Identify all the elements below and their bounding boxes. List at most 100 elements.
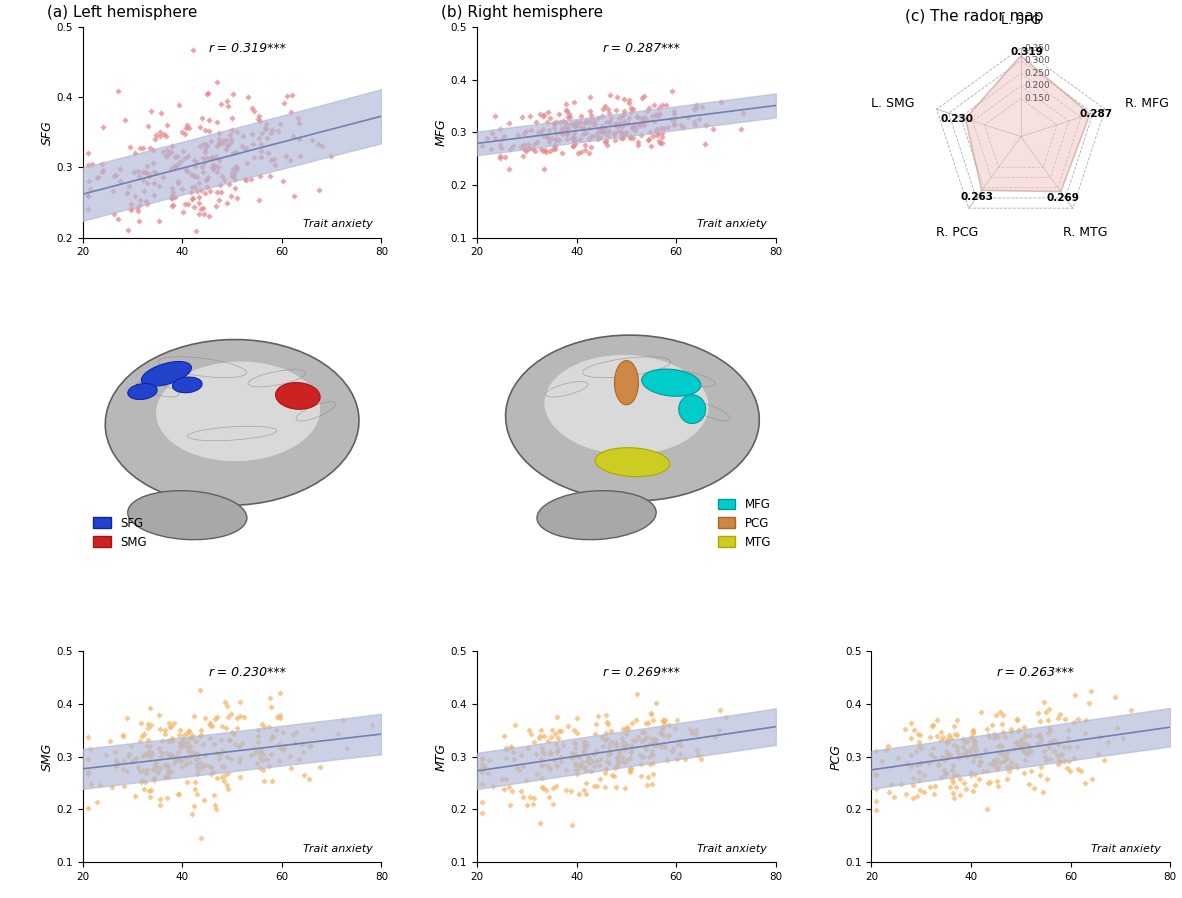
Point — [180, 724, 199, 738]
Point — [649, 109, 668, 123]
Point — [175, 737, 194, 752]
Point — [191, 183, 210, 198]
Point — [531, 107, 550, 121]
Point — [232, 736, 251, 751]
Point — [154, 127, 173, 141]
Point — [223, 162, 242, 176]
Point — [1038, 726, 1057, 740]
Point — [621, 762, 639, 776]
Point — [1048, 757, 1067, 771]
Point — [565, 723, 584, 737]
Point — [539, 759, 558, 773]
Point — [943, 758, 962, 772]
Point — [278, 89, 297, 103]
Point — [605, 769, 624, 783]
Point — [651, 121, 670, 136]
Point — [202, 760, 221, 774]
Ellipse shape — [275, 383, 320, 409]
Point — [251, 144, 269, 158]
Point — [587, 127, 606, 141]
Point — [547, 736, 566, 751]
Point — [1031, 729, 1050, 744]
Point — [156, 745, 175, 760]
Point — [928, 713, 947, 727]
Point — [190, 176, 209, 190]
Point — [163, 185, 182, 199]
Point — [566, 735, 585, 750]
Point — [182, 192, 201, 207]
Point — [608, 119, 626, 134]
Ellipse shape — [156, 362, 320, 462]
Point — [217, 750, 236, 764]
Point — [303, 133, 322, 147]
Point — [500, 779, 519, 794]
Point — [176, 756, 195, 770]
Point — [197, 87, 216, 101]
Point — [196, 758, 215, 772]
Point — [944, 791, 963, 806]
Point — [311, 760, 330, 774]
Point — [150, 125, 169, 139]
Point — [630, 119, 649, 133]
Point — [956, 781, 975, 796]
Point — [889, 751, 908, 765]
Point — [163, 748, 182, 762]
Point — [577, 776, 596, 790]
Point — [494, 128, 513, 143]
Point — [229, 739, 248, 753]
Point — [972, 755, 991, 770]
Point — [1060, 763, 1079, 778]
Point — [480, 753, 499, 767]
Point — [1034, 695, 1053, 709]
Point — [217, 778, 236, 792]
Point — [599, 128, 618, 143]
Point — [256, 122, 275, 136]
Point — [1048, 711, 1067, 726]
Point — [1047, 748, 1066, 762]
Point — [641, 757, 660, 771]
Point — [1035, 750, 1054, 764]
Point — [533, 758, 552, 772]
Point — [595, 102, 613, 117]
Point — [519, 741, 538, 755]
Point — [1028, 705, 1047, 719]
Point — [935, 767, 954, 781]
Point — [175, 197, 194, 211]
Point — [552, 126, 571, 140]
Point — [622, 740, 641, 754]
Point — [222, 726, 241, 740]
Point — [569, 726, 587, 740]
Point — [518, 142, 537, 156]
Point — [183, 745, 202, 760]
Point — [262, 729, 281, 744]
Point — [209, 126, 228, 140]
Point — [521, 727, 540, 742]
Point — [220, 177, 239, 191]
Point — [561, 117, 580, 131]
Point — [622, 101, 641, 115]
Point — [689, 747, 708, 762]
Point — [82, 777, 100, 791]
Point — [251, 745, 269, 760]
Point — [652, 740, 671, 754]
Point — [143, 762, 162, 777]
Point — [189, 207, 208, 221]
Point — [563, 818, 582, 832]
Point — [141, 739, 160, 753]
Ellipse shape — [596, 448, 670, 477]
Point — [1039, 739, 1058, 753]
Point — [631, 128, 650, 142]
Point — [197, 139, 216, 154]
Point — [1077, 712, 1096, 726]
Point — [220, 733, 239, 747]
Point — [149, 765, 168, 779]
Point — [992, 745, 1011, 760]
Point — [642, 138, 661, 153]
Point — [502, 784, 521, 798]
Point — [251, 744, 269, 759]
Point — [540, 110, 559, 125]
Point — [674, 119, 693, 134]
Point — [600, 736, 619, 751]
Point — [124, 165, 143, 180]
Point — [186, 159, 204, 173]
